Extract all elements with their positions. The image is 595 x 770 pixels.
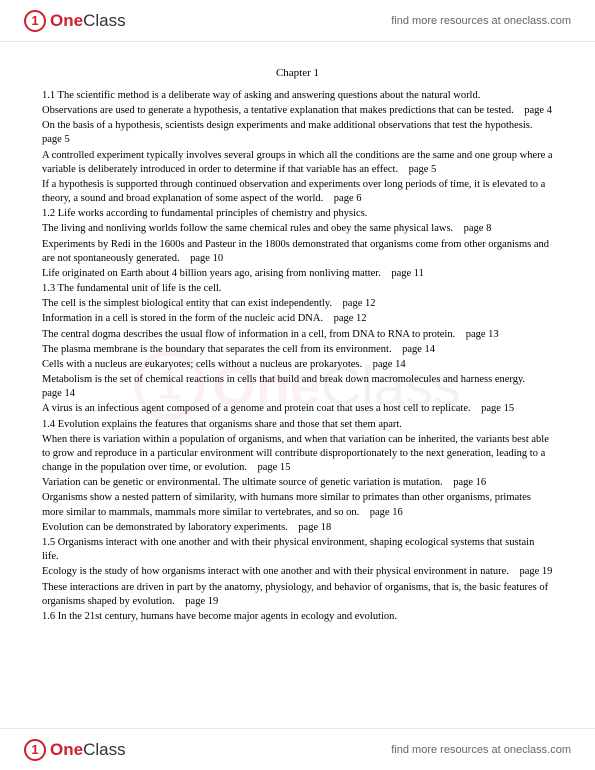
paragraph: 1.4 Evolution explains the features that…: [42, 418, 553, 432]
paragraph: A controlled experiment typically involv…: [42, 149, 553, 177]
paragraph: 1.5 Organisms interact with one another …: [42, 536, 553, 564]
paragraph: The living and nonliving worlds follow t…: [42, 222, 553, 236]
paragraph: These interactions are driven in part by…: [42, 581, 553, 609]
paragraph: Cells with a nucleus are eukaryotes; cel…: [42, 358, 553, 372]
paragraph: A virus is an infectious agent composed …: [42, 402, 553, 416]
chapter-title: Chapter 1: [42, 66, 553, 81]
paragraph: Information in a cell is stored in the f…: [42, 312, 553, 326]
paragraph: The central dogma describes the usual fl…: [42, 328, 553, 342]
paragraph: 1.1 The scientific method is a deliberat…: [42, 89, 553, 103]
document-content: Chapter 1 1.1 The scientific method is a…: [0, 42, 595, 635]
paragraph: Variation can be genetic or environmenta…: [42, 476, 553, 490]
paragraph: Life originated on Earth about 4 billion…: [42, 267, 553, 281]
paragraph: Organisms show a nested pattern of simil…: [42, 491, 553, 519]
paragraph: Experiments by Redi in the 1600s and Pas…: [42, 238, 553, 266]
logo-text: OneClass: [50, 740, 126, 760]
paragraph: Observations are used to generate a hypo…: [42, 104, 553, 118]
logo-icon: 1: [24, 739, 46, 761]
footer-logo[interactable]: 1 OneClass: [24, 739, 126, 761]
paragraph-container: 1.1 The scientific method is a deliberat…: [42, 89, 553, 624]
paragraph: Evolution can be demonstrated by laborat…: [42, 521, 553, 535]
paragraph: 1.6 In the 21st century, humans have bec…: [42, 610, 553, 624]
paragraph: When there is variation within a populat…: [42, 433, 553, 476]
paragraph: 1.2 Life works according to fundamental …: [42, 207, 553, 221]
header-resources-link[interactable]: find more resources at oneclass.com: [391, 15, 571, 27]
paragraph: The cell is the simplest biological enti…: [42, 297, 553, 311]
footer-bar: 1 OneClass find more resources at onecla…: [0, 728, 595, 770]
header-bar: 1 OneClass find more resources at onecla…: [0, 0, 595, 42]
paragraph: If a hypothesis is supported through con…: [42, 178, 553, 206]
paragraph: Ecology is the study of how organisms in…: [42, 565, 553, 579]
paragraph: The plasma membrane is the boundary that…: [42, 343, 553, 357]
paragraph: Metabolism is the set of chemical reacti…: [42, 373, 553, 401]
paragraph: On the basis of a hypothesis, scientists…: [42, 119, 553, 147]
paragraph: 1.3 The fundamental unit of life is the …: [42, 282, 553, 296]
logo-text: OneClass: [50, 11, 126, 31]
logo-icon: 1: [24, 10, 46, 32]
footer-resources-link[interactable]: find more resources at oneclass.com: [391, 744, 571, 756]
logo[interactable]: 1 OneClass: [24, 10, 126, 32]
